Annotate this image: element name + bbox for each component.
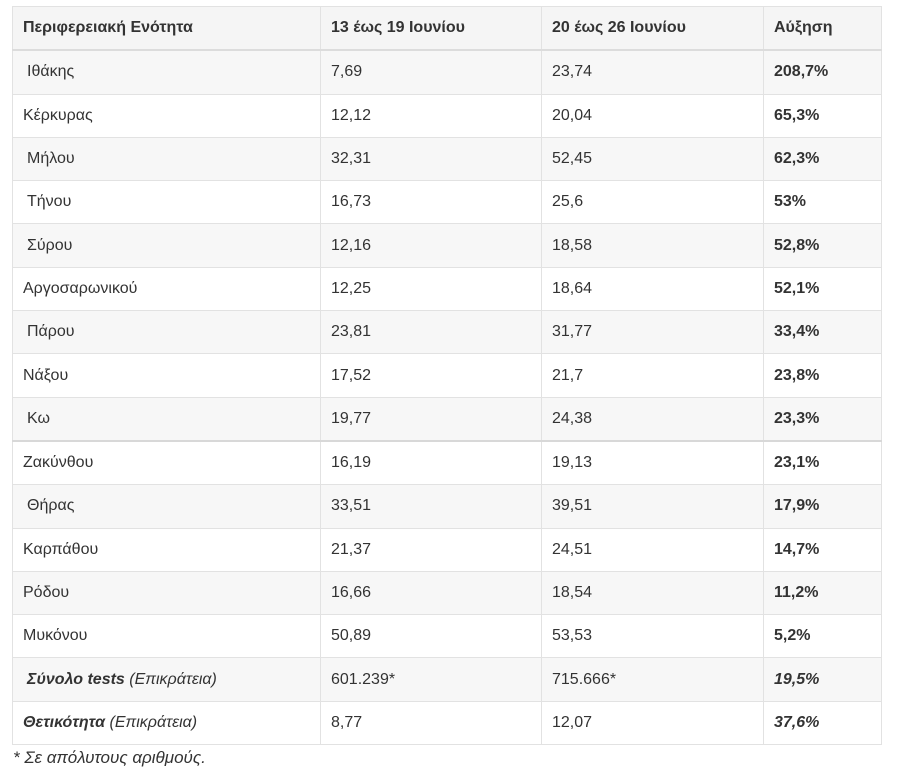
increase-cell: 65,3%	[763, 93, 882, 138]
week2-cell: 52,45	[541, 136, 764, 182]
region-cell: Καρπάθου	[12, 527, 321, 572]
total-tests-label: Σύνολο tests (Επικράτεια)	[12, 657, 321, 702]
positivity-table: Περιφερειακή Ενότητα 13 έως 19 Ιουνίου 2…	[12, 6, 882, 746]
header-region: Περιφερειακή Ενότητα	[12, 6, 321, 52]
table-header: Περιφερειακή Ενότητα 13 έως 19 Ιουνίου 2…	[12, 6, 882, 52]
week2-cell: 20,04	[541, 93, 764, 138]
week1-cell: 32,31	[320, 136, 542, 182]
table-row: Καρπάθου 21,37 24,51 14,7%	[12, 527, 882, 572]
total-tests-increase: 19,5%	[763, 657, 882, 702]
week2-cell: 31,77	[541, 310, 764, 355]
week2-cell: 21,7	[541, 353, 764, 398]
week1-cell: 50,89	[320, 614, 542, 659]
region-cell: Θήρας	[12, 484, 321, 529]
increase-cell: 17,9%	[763, 484, 882, 529]
week1-cell: 16,19	[320, 439, 542, 486]
table-row: Ιθάκης 7,69 23,74 208,7%	[12, 49, 882, 95]
increase-cell: 62,3%	[763, 136, 882, 182]
table-row: Πάρου 23,81 31,77 33,4%	[12, 310, 882, 355]
region-cell: Σύρου	[12, 223, 321, 268]
region-cell: Τήνου	[12, 180, 321, 225]
region-cell: Αργοσαρωνικού	[12, 266, 321, 312]
table-body: Ιθάκης 7,69 23,74 208,7% Κέρκυρας 12,12 …	[12, 49, 882, 746]
increase-cell: 23,3%	[763, 396, 882, 442]
week2-cell: 19,13	[541, 439, 764, 486]
table-row: Μήλου 32,31 52,45 62,3%	[12, 136, 882, 182]
positivity-table-container: Περιφερειακή Ενότητα 13 έως 19 Ιουνίου 2…	[12, 6, 882, 746]
footnote: * Σε απόλυτους αριθμούς.	[13, 748, 206, 767]
week1-cell: 12,25	[320, 266, 542, 312]
week1-cell: 19,77	[320, 396, 542, 442]
header-week2: 20 έως 26 Ιουνίου	[541, 6, 764, 52]
table-row: Κέρκυρας 12,12 20,04 65,3%	[12, 93, 882, 138]
region-cell: Κέρκυρας	[12, 93, 321, 138]
table-row: Μυκόνου 50,89 53,53 5,2%	[12, 614, 882, 659]
week1-cell: 23,81	[320, 310, 542, 355]
region-cell: Νάξου	[12, 353, 321, 398]
week1-cell: 12,16	[320, 223, 542, 268]
increase-cell: 5,2%	[763, 614, 882, 659]
week1-cell: 12,12	[320, 93, 542, 138]
increase-cell: 52,1%	[763, 266, 882, 312]
positivity-label-rest: (Επικράτεια)	[105, 713, 198, 731]
week2-cell: 24,51	[541, 527, 764, 572]
week1-cell: 16,66	[320, 570, 542, 616]
positivity-label-bold: Θετικότητα	[23, 713, 106, 731]
week2-cell: 18,64	[541, 266, 764, 312]
table-row: Αργοσαρωνικού 12,25 18,64 52,1%	[12, 266, 882, 312]
header-week1: 13 έως 19 Ιουνίου	[320, 6, 542, 52]
week2-cell: 25,6	[541, 180, 764, 225]
region-cell: Ζακύνθου	[12, 439, 321, 486]
positivity-week2: 12,07	[541, 700, 764, 746]
week1-cell: 16,73	[320, 180, 542, 225]
total-tests-week1: 601.239*	[320, 657, 542, 702]
table-row: Σύρου 12,16 18,58 52,8%	[12, 223, 882, 268]
increase-cell: 14,7%	[763, 527, 882, 572]
table-row: Θήρας 33,51 39,51 17,9%	[12, 484, 882, 529]
table-row: Ζακύνθου 16,19 19,13 23,1%	[12, 439, 882, 486]
region-cell: Πάρου	[12, 310, 321, 355]
week2-cell: 18,54	[541, 570, 764, 616]
region-cell: Μήλου	[12, 136, 321, 182]
total-tests-label-bold: Σύνολο tests	[27, 670, 125, 688]
positivity-label: Θετικότητα (Επικράτεια)	[12, 700, 321, 746]
region-cell: Ρόδου	[12, 570, 321, 616]
table-row: Νάξου 17,52 21,7 23,8%	[12, 353, 882, 398]
table-row: Ρόδου 16,66 18,54 11,2%	[12, 570, 882, 616]
week2-cell: 24,38	[541, 396, 764, 442]
increase-cell: 52,8%	[763, 223, 882, 268]
increase-cell: 33,4%	[763, 310, 882, 355]
week1-cell: 33,51	[320, 484, 542, 529]
increase-cell: 53%	[763, 180, 882, 225]
header-increase: Αύξηση	[763, 6, 882, 52]
total-tests-row: Σύνολο tests (Επικράτεια) 601.239* 715.6…	[12, 657, 882, 702]
week2-cell: 39,51	[541, 484, 764, 529]
increase-cell: 23,8%	[763, 353, 882, 398]
week1-cell: 7,69	[320, 49, 542, 95]
table-row: Τήνου 16,73 25,6 53%	[12, 180, 882, 225]
week1-cell: 21,37	[320, 527, 542, 572]
positivity-increase: 37,6%	[763, 700, 882, 746]
increase-cell: 208,7%	[763, 49, 882, 95]
week2-cell: 23,74	[541, 49, 764, 95]
header-row: Περιφερειακή Ενότητα 13 έως 19 Ιουνίου 2…	[12, 6, 882, 52]
increase-cell: 23,1%	[763, 439, 882, 486]
table-row: Κω 19,77 24,38 23,3%	[12, 396, 882, 442]
total-tests-week2: 715.666*	[541, 657, 764, 702]
region-cell: Μυκόνου	[12, 614, 321, 659]
region-cell: Κω	[12, 396, 321, 442]
week2-cell: 18,58	[541, 223, 764, 268]
increase-cell: 11,2%	[763, 570, 882, 616]
week1-cell: 17,52	[320, 353, 542, 398]
week2-cell: 53,53	[541, 614, 764, 659]
positivity-week1: 8,77	[320, 700, 542, 746]
region-cell: Ιθάκης	[12, 49, 321, 95]
total-tests-label-rest: (Επικράτεια)	[124, 670, 217, 688]
positivity-row: Θετικότητα (Επικράτεια) 8,77 12,07 37,6%	[12, 700, 882, 746]
